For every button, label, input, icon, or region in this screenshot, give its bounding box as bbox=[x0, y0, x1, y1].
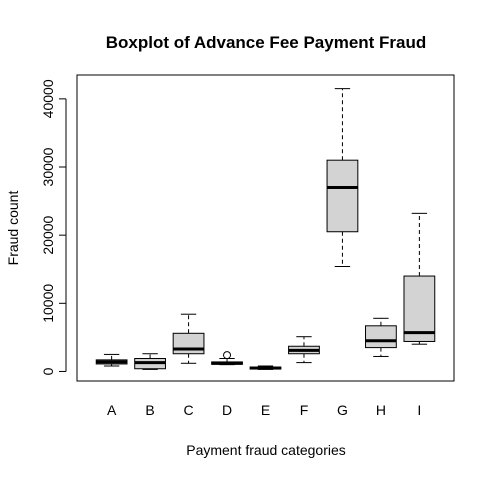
x-axis: A B C D E F G H I bbox=[107, 402, 421, 418]
x-tick-label: D bbox=[222, 402, 232, 418]
box-iqr bbox=[172, 332, 205, 355]
box-f bbox=[288, 336, 320, 364]
x-axis-label: Payment fraud categories bbox=[186, 442, 346, 458]
x-tick-label: F bbox=[300, 402, 309, 418]
plot-frame bbox=[76, 74, 455, 382]
box-h bbox=[365, 317, 397, 357]
x-tick-label: C bbox=[183, 402, 193, 418]
y-tick-label: 20000 bbox=[40, 215, 56, 254]
x-tick-label: G bbox=[337, 402, 348, 418]
x-tick-label: A bbox=[107, 402, 117, 418]
box-group bbox=[95, 88, 436, 370]
x-tick-label: E bbox=[261, 402, 270, 418]
box-e bbox=[249, 365, 282, 370]
x-tick-label: H bbox=[376, 402, 386, 418]
y-axis-label: Fraud count bbox=[5, 191, 21, 266]
box-iqr bbox=[403, 275, 436, 342]
box-iqr bbox=[326, 159, 359, 233]
box-g bbox=[326, 88, 359, 268]
box-a bbox=[95, 353, 128, 367]
outlier-point bbox=[223, 351, 232, 360]
box-i bbox=[403, 212, 436, 345]
y-axis: 0 10000 20000 30000 40000 bbox=[40, 79, 67, 375]
x-tick-label: B bbox=[145, 402, 154, 418]
y-tick-label: 10000 bbox=[40, 284, 56, 323]
box-iqr bbox=[365, 325, 397, 349]
y-tick-label: 30000 bbox=[40, 147, 56, 186]
box-d bbox=[211, 351, 243, 366]
y-tick-label: 40000 bbox=[40, 79, 56, 118]
box-b bbox=[134, 353, 166, 370]
box-c bbox=[172, 313, 205, 364]
y-tick-label: 0 bbox=[40, 367, 56, 375]
x-tick-label: I bbox=[417, 402, 421, 418]
chart-title: Boxplot of Advance Fee Payment Fraud bbox=[106, 33, 427, 52]
